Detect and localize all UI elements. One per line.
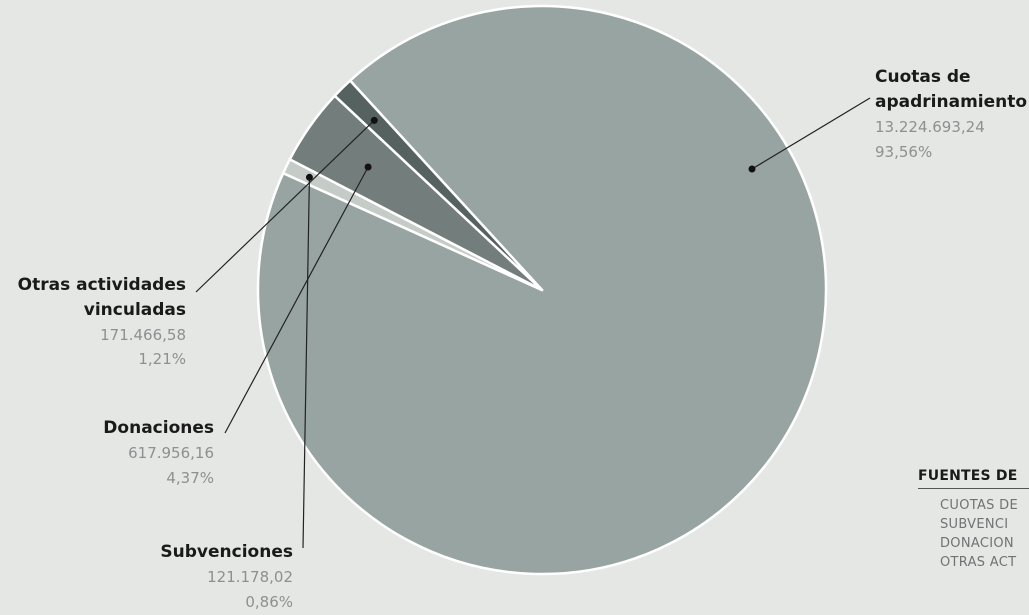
legend-item-donaciones: DONACION xyxy=(940,536,1014,551)
legend-item-cuotas: CUOTAS DE xyxy=(940,498,1018,513)
label-otras-value: 171.466,58 xyxy=(100,326,186,344)
leader-lines xyxy=(195,97,871,549)
label-donaciones-percent: 4,37% xyxy=(166,469,214,487)
label-cuotas: Cuotas de apadrinamiento 13.224.693,24 9… xyxy=(875,67,1027,161)
label-otras-percent: 1,21% xyxy=(138,350,186,368)
label-subvenciones-name: Subvenciones xyxy=(160,542,293,562)
label-subvenciones: Subvenciones 121.178,02 0,86% xyxy=(160,542,293,611)
legend-title: FUENTES DE xyxy=(918,468,1029,489)
label-subvenciones-percent: 0,86% xyxy=(245,593,293,611)
label-donaciones: Donaciones 617.956,16 4,37% xyxy=(103,418,214,487)
slice-cuotas-leader-line xyxy=(751,97,871,170)
legend-list: CUOTAS DE SUBVENCI DONACION OTRAS ACT xyxy=(940,496,1029,572)
label-cuotas-value: 13.224.693,24 xyxy=(875,118,985,136)
label-subvenciones-value: 121.178,02 xyxy=(207,568,293,586)
slice-cuotas-leader-dot xyxy=(748,165,756,173)
legend-item-otras: OTRAS ACT xyxy=(940,555,1017,570)
slice-donaciones-leader-line xyxy=(224,166,369,434)
slice-subvenciones-leader-dot xyxy=(305,173,313,181)
slice-donaciones-leader-dot xyxy=(364,163,372,171)
slice-otras xyxy=(333,79,544,292)
label-cuotas-name-line1: Cuotas de xyxy=(875,67,971,87)
pie-slices xyxy=(256,4,828,576)
slice-otras-leader-line xyxy=(195,119,375,293)
label-otras: Otras actividades vinculadas 171.466,58 … xyxy=(18,275,186,368)
label-otras-name-line2: vinculadas xyxy=(84,300,186,320)
label-cuotas-name-line2: apadrinamiento xyxy=(875,92,1027,112)
slice-otras-leader-dot xyxy=(370,116,378,124)
label-cuotas-percent: 93,56% xyxy=(875,143,932,161)
slice-subvenciones-leader-line xyxy=(302,177,311,549)
legend-panel: FUENTES DE CUOTAS DE SUBVENCI DONACION O… xyxy=(918,468,1029,572)
label-donaciones-value: 617.956,16 xyxy=(128,444,214,462)
legend-item-subvenciones: SUBVENCI xyxy=(940,517,1009,532)
label-donaciones-name: Donaciones xyxy=(103,418,214,438)
label-otras-name-line1: Otras actividades xyxy=(18,275,186,295)
